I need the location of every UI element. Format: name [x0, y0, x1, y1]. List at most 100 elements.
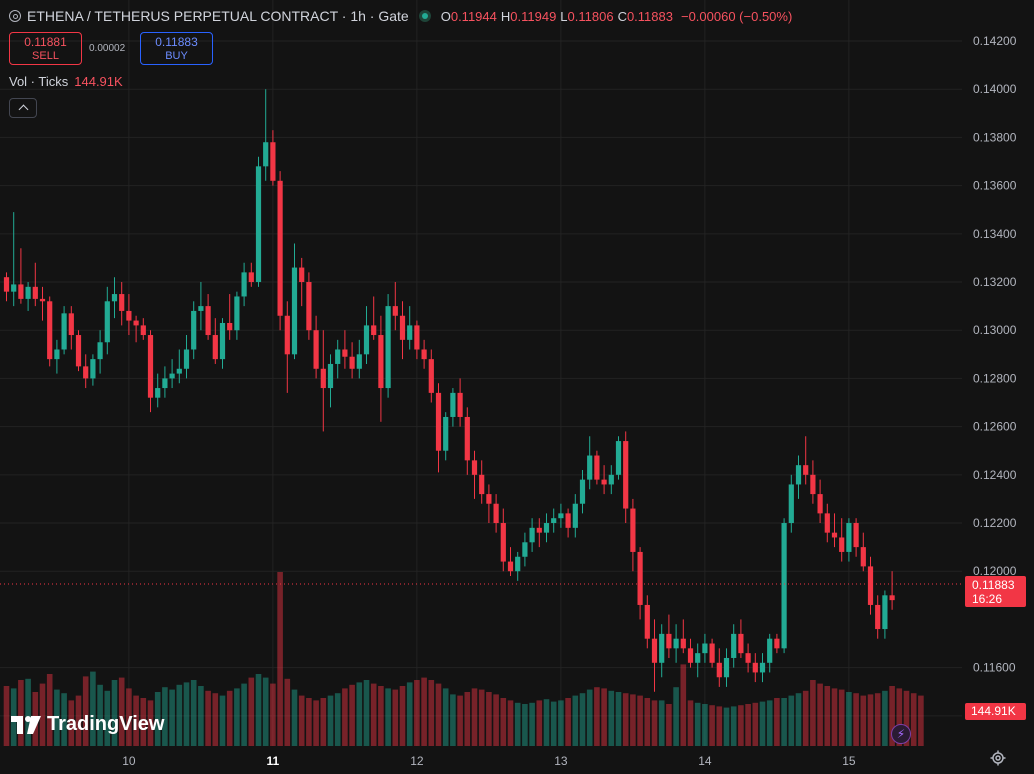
volume-bar: [745, 704, 751, 746]
candle-body: [83, 366, 89, 379]
candle-body: [306, 282, 312, 331]
volume-bar: [716, 706, 723, 746]
volume-bar: [162, 687, 168, 746]
volume-bar: [241, 683, 247, 746]
candle-body: [774, 638, 780, 649]
volume-bar: [507, 700, 514, 746]
volume-bar: [349, 684, 355, 746]
volume-bar: [313, 700, 319, 746]
candle-body: [435, 392, 442, 451]
volume-value-tag: 144.91K: [965, 703, 1026, 720]
sell-button[interactable]: 0.11881 SELL: [9, 32, 82, 65]
candle-body: [47, 301, 53, 360]
volume-bar: [450, 694, 456, 746]
price-tick-label: 0.12800: [973, 371, 1017, 385]
lightning-icon[interactable]: ⚡: [891, 724, 911, 744]
volume-bar: [169, 689, 175, 746]
collapse-legend-button[interactable]: [9, 98, 37, 118]
volume-bar: [637, 695, 643, 746]
candle-body: [270, 142, 276, 181]
tradingview-logo-text: TradingView: [47, 713, 165, 735]
candle-body: [219, 322, 226, 360]
volume-bar: [889, 686, 895, 746]
volume-bar: [874, 693, 881, 746]
candle-body: [867, 566, 874, 605]
candle-body: [234, 296, 240, 331]
chevron-up-icon: [18, 104, 28, 115]
volume-bar: [399, 686, 406, 746]
candle-body: [371, 325, 377, 336]
sell-price: 0.11881: [24, 34, 67, 49]
volume-bar: [255, 674, 262, 746]
volume-bar: [370, 683, 377, 746]
time-tick-label: 11: [267, 754, 280, 768]
candle-body: [579, 479, 586, 504]
volume-bar: [277, 572, 283, 746]
candle-body: [817, 494, 823, 514]
volume-bar: [918, 695, 924, 746]
volume-bar: [68, 700, 75, 746]
candle-body: [601, 479, 607, 485]
candle-body: [709, 643, 715, 663]
symbol-title[interactable]: ETHENA / TETHERUS PERPETUAL CONTRACT · 1…: [27, 8, 409, 24]
candle-body: [176, 368, 182, 374]
volume-bar: [666, 704, 672, 746]
volume-bar: [118, 677, 125, 746]
tradingview-logo[interactable]: TradingView: [11, 713, 164, 736]
volume-bar: [838, 689, 845, 746]
candle-body: [543, 523, 550, 533]
volume-bar: [522, 704, 528, 746]
candle-body: [241, 272, 247, 297]
volume-bar: [810, 680, 816, 746]
candle-body: [493, 503, 499, 524]
volume-bar: [723, 707, 730, 746]
candle-body: [399, 315, 406, 340]
volume-bar: [320, 698, 327, 746]
candle-body: [191, 310, 197, 350]
candle-body: [392, 306, 398, 316]
volume-bar: [414, 680, 420, 746]
candle-body: [133, 320, 139, 326]
volume-bar: [212, 693, 219, 746]
candle-body: [126, 310, 132, 321]
buy-button[interactable]: 0.11883 BUY: [140, 32, 213, 65]
price-axis[interactable]: 0.14200 0.14000 0.13800 0.13600 0.13400 0.132…: [973, 34, 1017, 723]
volume-bar: [738, 705, 744, 746]
symbol-legend[interactable]: ETHENA / TETHERUS PERPETUAL CONTRACT · 1…: [9, 7, 792, 25]
volume-bar: [853, 693, 859, 746]
volume-bar: [867, 694, 874, 746]
time-tick-label: 14: [698, 754, 712, 768]
price-tick-label: 0.13000: [973, 323, 1017, 337]
volume-bar: [90, 671, 96, 746]
candle-body: [860, 547, 866, 567]
candle-body: [723, 657, 730, 678]
settings-gear-icon[interactable]: [990, 750, 1006, 766]
volume-bar: [428, 680, 435, 746]
volume-bar: [680, 664, 687, 746]
candle-body: [507, 561, 514, 572]
volume-bar: [392, 689, 399, 746]
volume-bar: [25, 678, 31, 746]
candle-body: [198, 306, 204, 311]
time-axis[interactable]: 10 11 12 13 14 15: [122, 754, 856, 768]
volume-bar: [896, 688, 903, 746]
candle-body: [349, 356, 355, 369]
volume-bar: [774, 698, 780, 746]
candle-body: [263, 142, 269, 167]
volume-legend[interactable]: Vol · Ticks 144.91K: [9, 74, 123, 89]
candle-body: [356, 354, 362, 369]
candle-body: [882, 595, 888, 630]
volume-bar: [342, 688, 348, 746]
volume-bar: [126, 688, 132, 746]
volume-bar: [385, 688, 391, 746]
candle-body: [147, 335, 154, 398]
volume-bar: [104, 690, 111, 746]
candle-body: [515, 556, 521, 572]
candle-body: [342, 349, 348, 357]
candle-body: [889, 595, 895, 601]
candle-body: [299, 267, 305, 283]
spread-value: 0.00002: [89, 43, 126, 54]
volume-bars: [3, 572, 924, 746]
volume-bar: [543, 699, 550, 746]
